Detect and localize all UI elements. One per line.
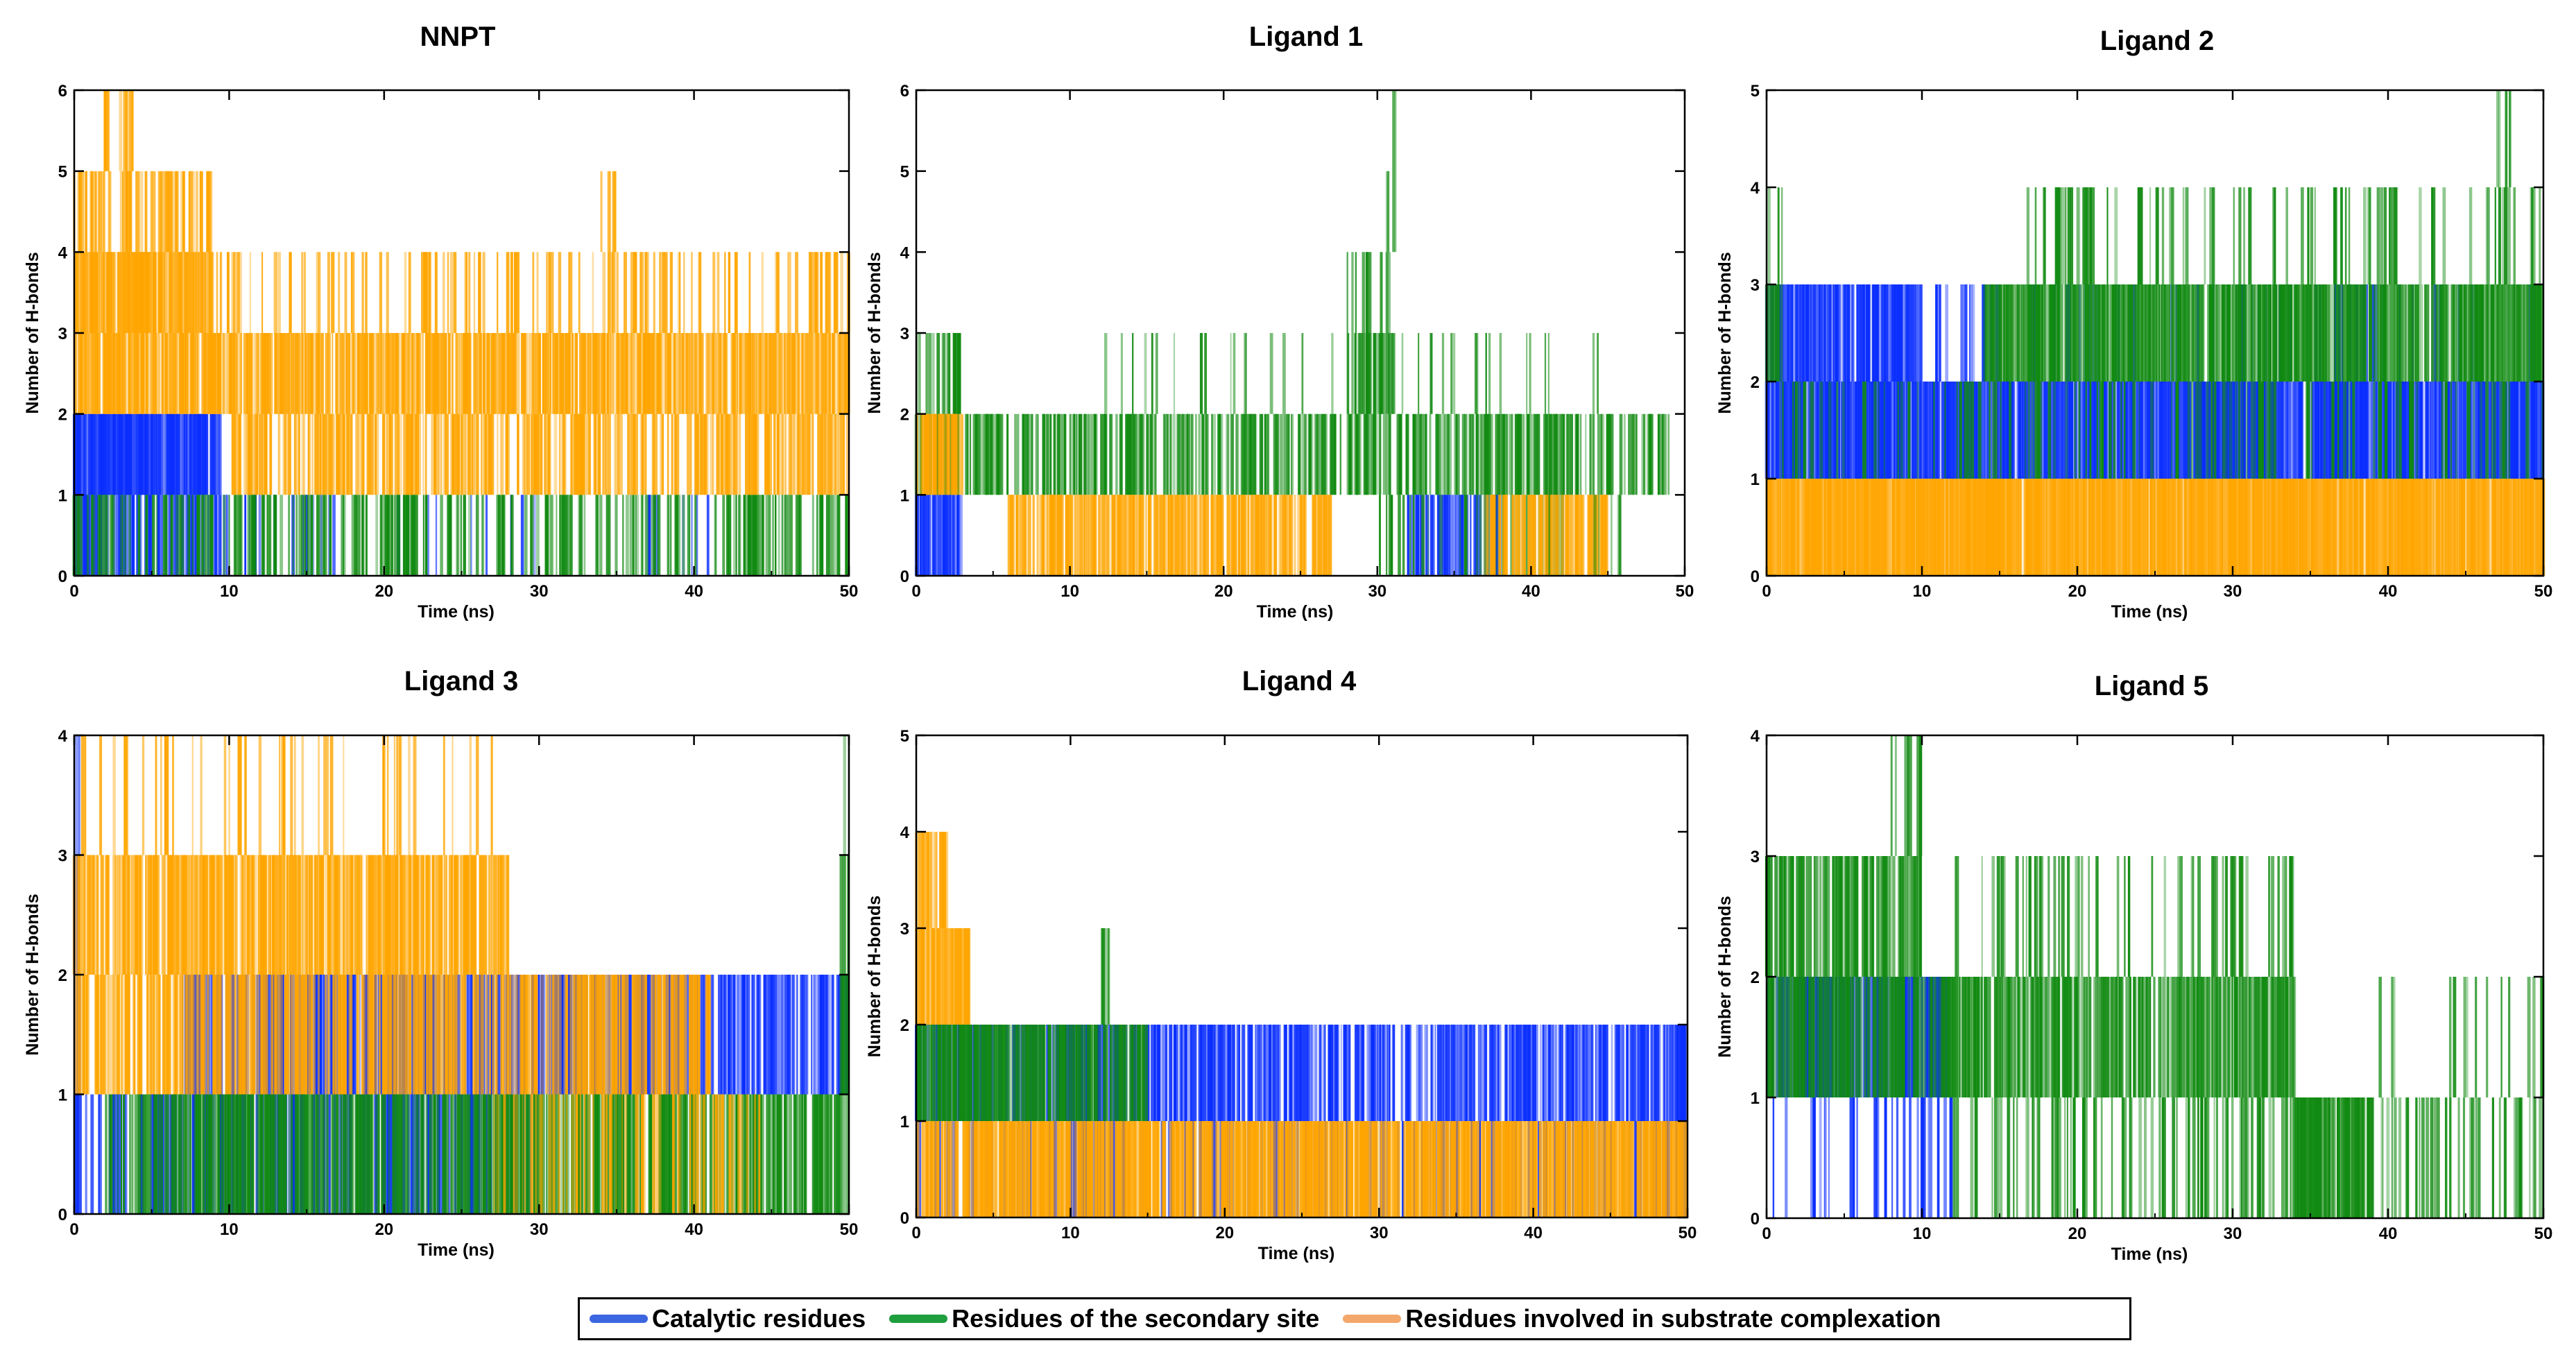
x-tick-label: 30: [1368, 582, 1386, 601]
panel-title: Ligand 1: [1249, 22, 1363, 52]
series-secondary: [1764, 90, 2544, 479]
x-tick-label: 40: [685, 582, 703, 601]
x-axis-label: Time (ns): [1257, 602, 1334, 622]
series-substrate: [1765, 479, 2545, 576]
x-tick-label: 50: [1676, 582, 1694, 601]
x-axis-label: Time (ns): [418, 602, 495, 622]
y-tick-label: 5: [900, 163, 909, 182]
y-tick-label: 2: [900, 406, 909, 425]
y-axis-label: Number of H-bonds: [23, 252, 42, 413]
series-secondary: [72, 495, 849, 576]
x-tick-label: 0: [911, 582, 920, 601]
x-tick-label: 10: [1061, 582, 1079, 601]
y-tick-label: 0: [900, 567, 909, 586]
series-substrate: [73, 90, 850, 495]
y-axis-label: Number of H-bonds: [865, 252, 884, 413]
x-tick-label: 20: [375, 582, 393, 601]
y-tick-label: 3: [900, 325, 909, 343]
y-tick-label: 2: [58, 406, 67, 425]
x-tick-label: 10: [220, 582, 239, 601]
x-tick-label: 30: [530, 582, 549, 601]
y-tick-label: 6: [58, 82, 67, 101]
y-tick-label: 4: [900, 243, 910, 262]
y-tick-label: 5: [58, 163, 67, 182]
series-secondary: [914, 90, 1670, 576]
panel-1: NNPT 0 10 20 30 40 50 0 1 2 3 4 5 6 Time (ns) Number of…: [23, 22, 858, 622]
panel-title: Ligand 2: [2100, 26, 2214, 56]
y-tick-label: 4: [58, 243, 68, 262]
y-tick-label: 3: [58, 325, 67, 343]
x-tick-label: 0: [69, 582, 78, 601]
series-substrate: [915, 413, 1608, 576]
y-tick-label: 1: [58, 486, 67, 505]
x-tick-label: 20: [1214, 582, 1233, 601]
panel-title: NNPT: [420, 22, 496, 52]
y-tick-label: 0: [58, 567, 67, 586]
x-tick-label: 50: [840, 582, 859, 601]
panel-2: Ligand 1 0 10 20 30 40 50 0 1 2 3 4 5 6 Time (ns) Numbe…: [865, 22, 1694, 622]
x-tick-label: 40: [1522, 582, 1540, 601]
y-tick-label: 1: [900, 486, 909, 505]
y-tick-label: 6: [900, 82, 909, 101]
